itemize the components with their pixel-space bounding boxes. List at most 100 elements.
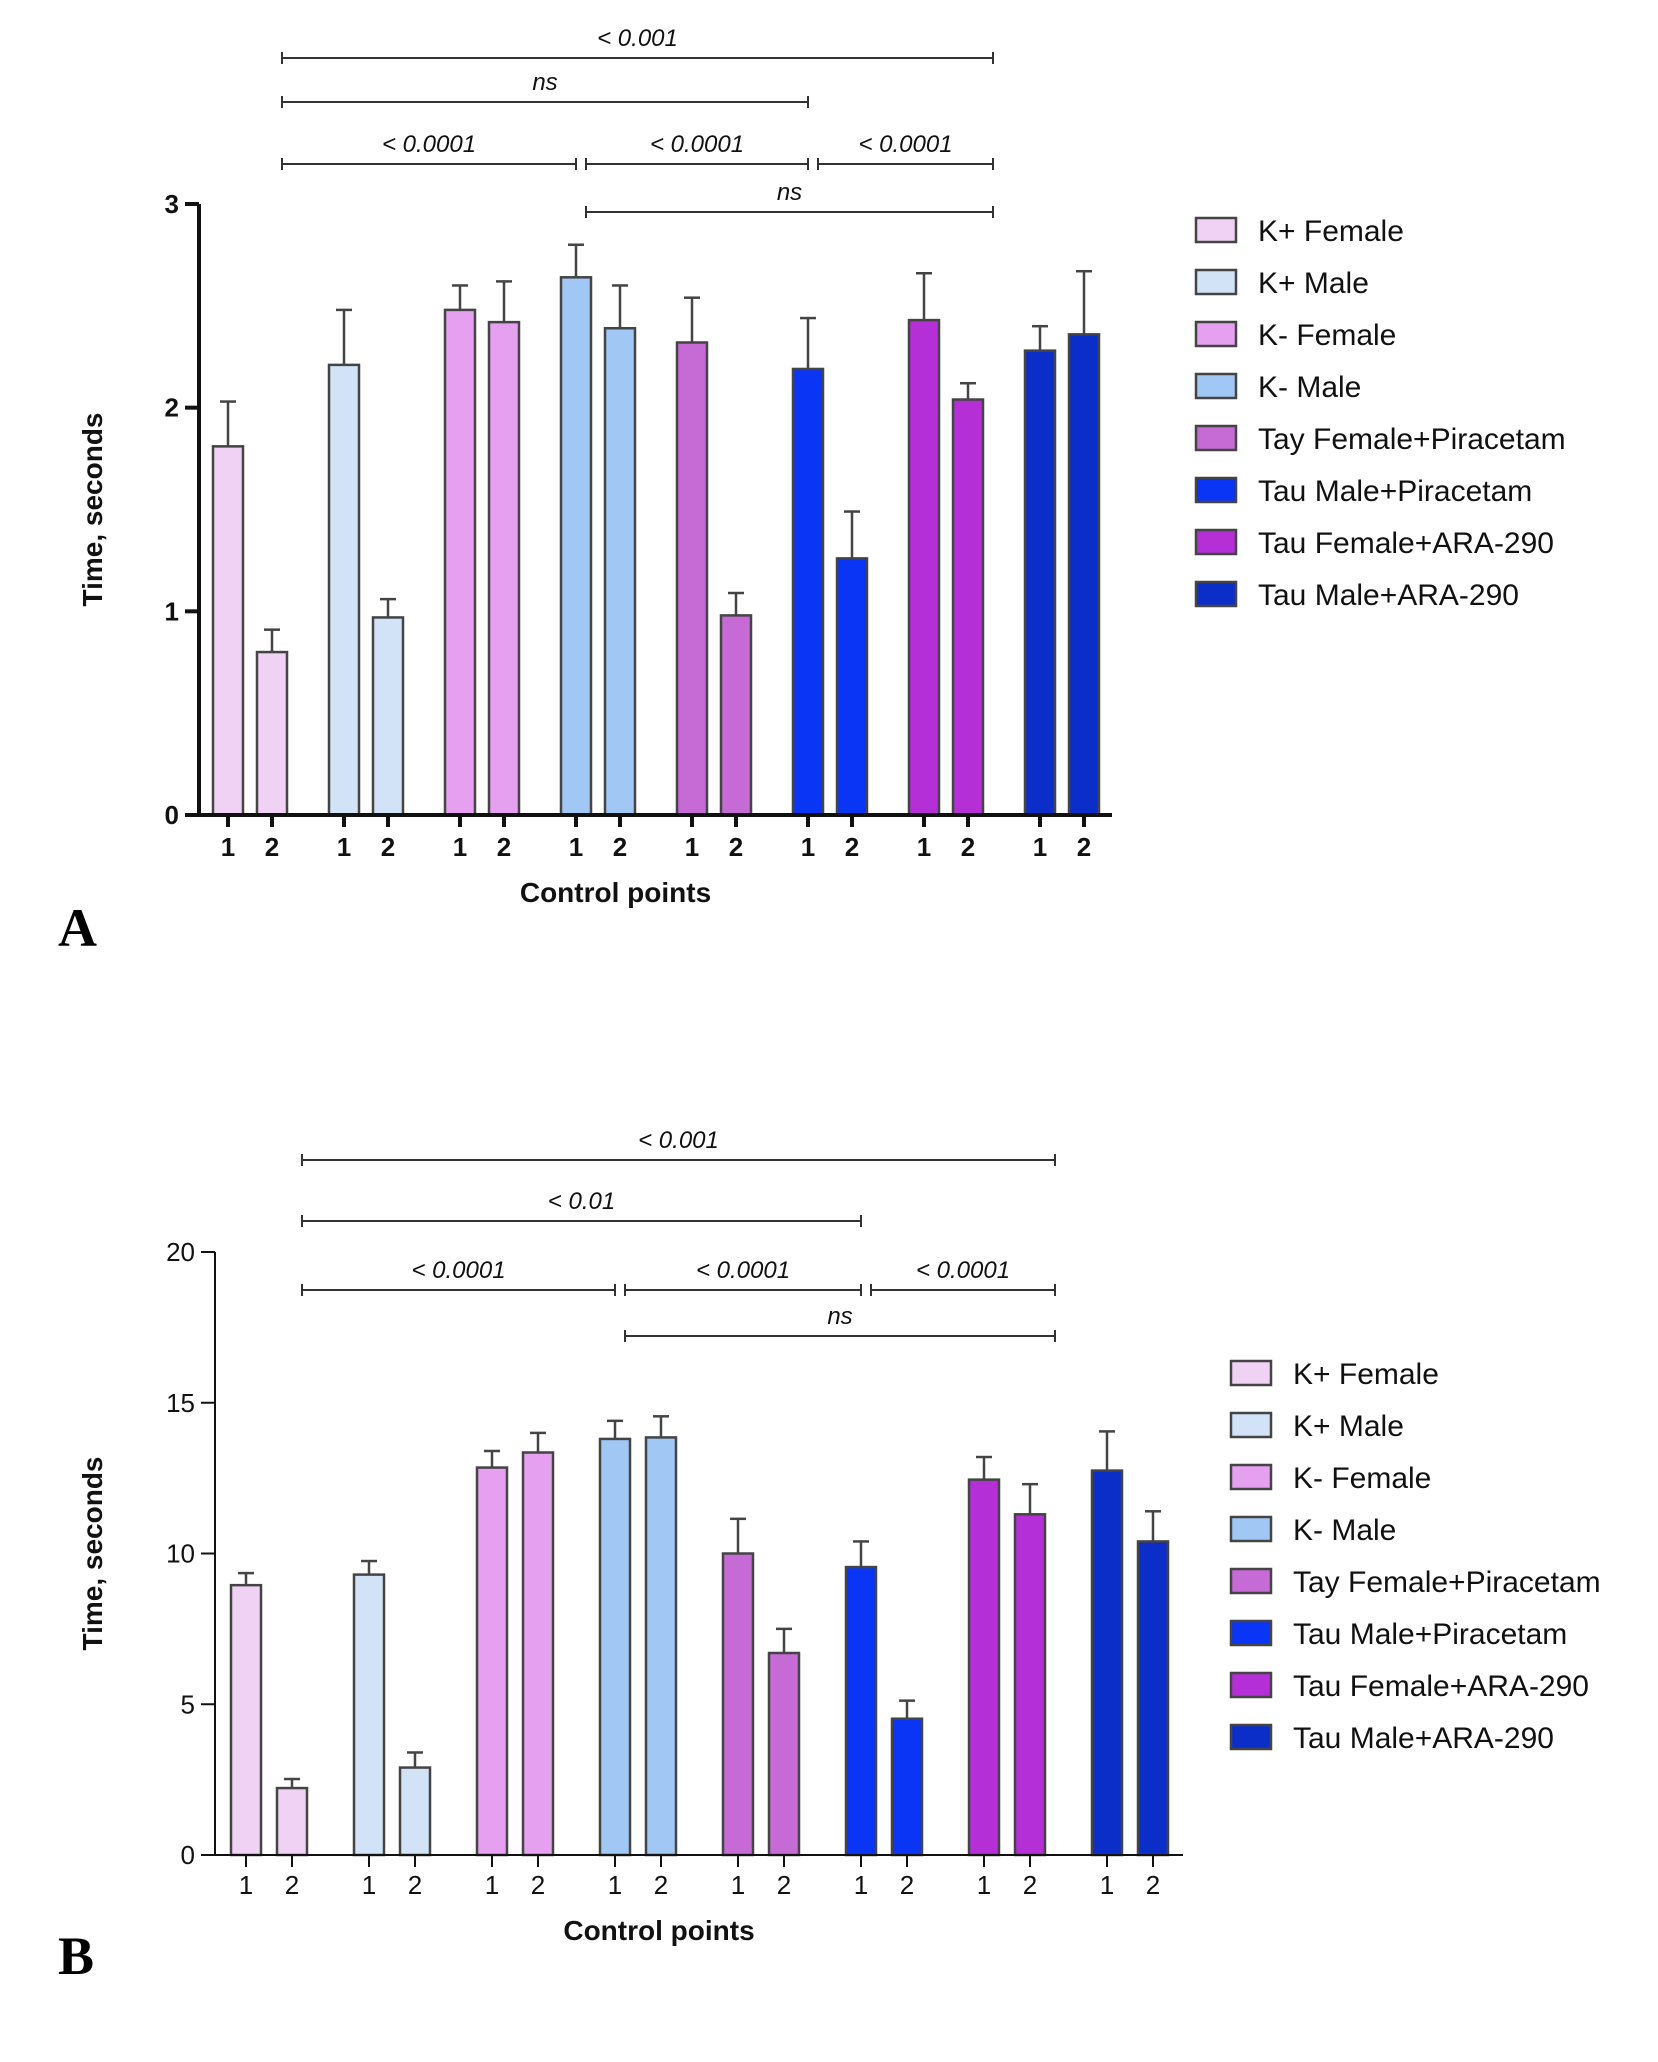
x-tick-label: 2 [900, 1870, 914, 1900]
panel-letter: A [58, 898, 97, 958]
legend-swatch [1194, 424, 1238, 452]
significance-label: ns [777, 179, 802, 206]
y-tick-label: 2 [165, 393, 179, 423]
bar [1090, 1469, 1124, 1857]
bar [598, 1437, 632, 1857]
bar [890, 1717, 924, 1857]
bar [1136, 1540, 1170, 1857]
y-tick-label: 1 [165, 596, 179, 626]
x-tick-label: 1 [485, 1870, 499, 1900]
bar [559, 276, 593, 817]
x-tick-label: 2 [1077, 832, 1091, 862]
bar [603, 326, 637, 817]
legend-label: K- Male [1258, 371, 1361, 404]
x-tick-label: 1 [337, 832, 351, 862]
x-tick-label: 1 [608, 1870, 622, 1900]
x-tick-label: 2 [613, 832, 627, 862]
significance-label: ns [827, 1303, 852, 1330]
x-tick-label: 1 [221, 832, 235, 862]
legend-swatch [1229, 1619, 1273, 1647]
y-axis-title: Time, seconds [77, 1456, 108, 1650]
bar [487, 320, 521, 817]
legend-swatch [1229, 1723, 1273, 1751]
legend-label: Tau Male+Piracetam [1293, 1618, 1567, 1651]
significance-label: < 0.0001 [650, 131, 744, 158]
x-tick-label: 1 [1100, 1870, 1114, 1900]
legend-swatch [1194, 476, 1238, 504]
y-tick-label: 3 [165, 189, 179, 219]
bar [255, 650, 289, 817]
y-axis-title: Time, seconds [77, 412, 108, 606]
x-tick-label: 2 [845, 832, 859, 862]
x-axis-title: Control points [563, 1915, 754, 1946]
legend: K+ Female K+ Male K- Female K- Male Tay Fema… [1194, 215, 1566, 612]
x-tick-label: 2 [497, 832, 511, 862]
bar [767, 1651, 801, 1857]
panel-letter: B [58, 1926, 94, 1986]
bar [719, 614, 753, 817]
significance-label: < 0.0001 [858, 131, 952, 158]
y-tick-label: 0 [181, 1840, 195, 1870]
significance-label: < 0.001 [597, 25, 678, 52]
x-tick-label: 1 [1033, 832, 1047, 862]
x-tick-label: 2 [531, 1870, 545, 1900]
legend-label: Tay Female+Piracetam [1258, 423, 1566, 456]
legend-label: K+ Female [1258, 215, 1404, 248]
x-axis-title: Control points [520, 877, 711, 908]
x-tick-label: 1 [239, 1870, 253, 1900]
x-tick-label: 2 [265, 832, 279, 862]
x-tick-label: 2 [408, 1870, 422, 1900]
x-tick-label: 2 [381, 832, 395, 862]
bar [327, 363, 361, 817]
significance-label: < 0.0001 [916, 1257, 1010, 1284]
bar [1067, 333, 1101, 817]
significance-label: < 0.0001 [382, 131, 476, 158]
significance-label: ns [532, 69, 557, 96]
x-tick-label: 2 [777, 1870, 791, 1900]
legend-label: K+ Male [1258, 267, 1369, 300]
bar [371, 616, 405, 817]
legend-swatch [1229, 1671, 1273, 1699]
bar [791, 367, 825, 817]
legend-swatch [1194, 216, 1238, 244]
y-tick-label: 15 [166, 1388, 195, 1418]
legend-label: Tau Male+Piracetam [1258, 475, 1532, 508]
bar [211, 445, 245, 817]
bar [644, 1436, 678, 1857]
legend-swatch [1194, 320, 1238, 348]
x-tick-label: 1 [731, 1870, 745, 1900]
legend-swatch [1194, 528, 1238, 556]
bar [675, 341, 709, 817]
bar [1013, 1513, 1047, 1857]
x-tick-label: 1 [977, 1870, 991, 1900]
legend-swatch [1194, 268, 1238, 296]
legend-swatch [1229, 1567, 1273, 1595]
legend-label: Tau Male+ARA-290 [1293, 1722, 1554, 1755]
bar [443, 308, 477, 817]
significance-label: < 0.0001 [696, 1257, 790, 1284]
x-tick-label: 2 [1146, 1870, 1160, 1900]
legend-label: K- Male [1293, 1514, 1396, 1547]
legend-label: Tau Female+ARA-290 [1293, 1670, 1589, 1703]
bar [475, 1466, 509, 1857]
bar [835, 557, 869, 817]
legend-label: K+ Female [1293, 1358, 1439, 1391]
bar [721, 1552, 755, 1857]
x-tick-label: 1 [854, 1870, 868, 1900]
y-tick-label: 10 [166, 1539, 195, 1569]
legend-label: K+ Male [1293, 1410, 1404, 1443]
legend-swatch [1194, 580, 1238, 608]
bar [275, 1786, 309, 1857]
bar [398, 1766, 432, 1857]
x-tick-label: 1 [917, 832, 931, 862]
bar [951, 398, 985, 817]
x-tick-label: 2 [654, 1870, 668, 1900]
legend-swatch [1229, 1463, 1273, 1491]
legend-label: K- Female [1258, 319, 1396, 352]
x-tick-label: 2 [729, 832, 743, 862]
y-tick-label: 5 [181, 1689, 195, 1719]
bar [967, 1478, 1001, 1857]
x-tick-label: 2 [1023, 1870, 1037, 1900]
x-tick-label: 1 [453, 832, 467, 862]
